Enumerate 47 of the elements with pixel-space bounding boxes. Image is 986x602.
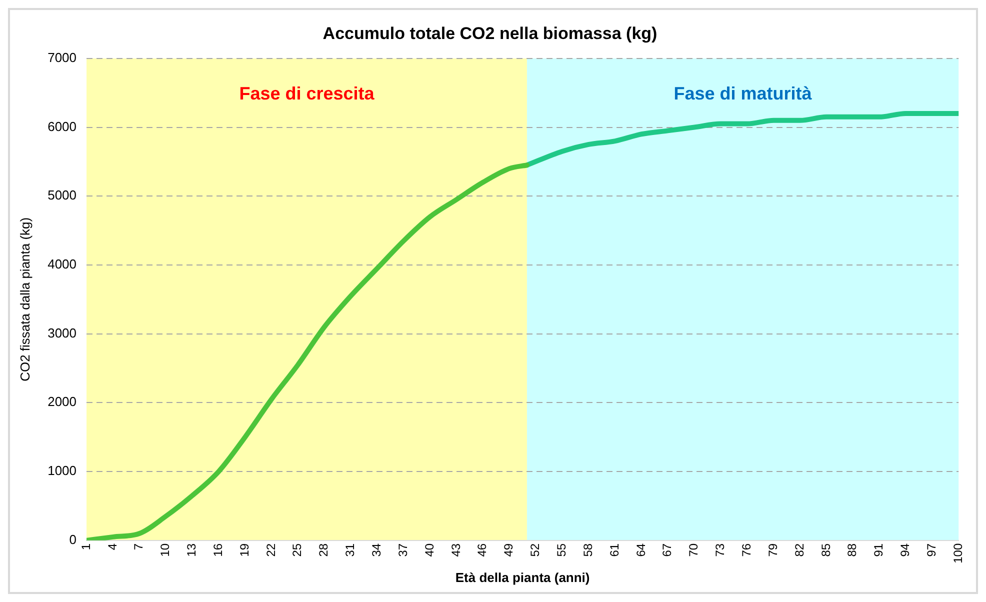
x-tick-label: 67 [660,543,674,557]
band-label: Fase di maturità [674,83,813,104]
x-tick-label: 82 [792,543,806,557]
y-tick-label: 0 [69,532,77,547]
x-tick-label: 76 [740,543,754,557]
x-tick-label: 73 [713,543,728,557]
x-tick-label: 97 [924,543,938,557]
x-tick-label: 100 [950,543,965,564]
x-tick-label: 4 [105,543,120,550]
x-tick-label: 1 [78,543,93,550]
x-tick-label: 79 [766,543,780,557]
x-tick-label: 34 [370,543,384,557]
x-tick-label: 28 [316,543,331,557]
x-tick-label: 22 [264,543,278,557]
y-tick-label: 4000 [48,256,77,272]
x-tick-label: 43 [448,543,463,557]
x-tick-label: 52 [528,543,542,557]
x-tick-label: 46 [475,543,490,557]
x-tick-label: 31 [343,543,358,557]
x-tick-label: 70 [686,543,701,557]
x-axis-title: Età della pianta (anni) [455,570,590,585]
y-tick-label: 3000 [48,325,77,340]
y-tick-label: 2000 [48,394,77,410]
x-tick-label: 16 [210,543,225,557]
y-tick-label: 1000 [48,463,77,478]
x-tick-label: 37 [396,543,410,557]
y-tick-label: 6000 [48,118,77,134]
x-tick-label: 64 [634,543,648,557]
x-tick-label: 13 [184,543,199,557]
x-tick-label: 25 [290,543,304,557]
y-tick-label: 5000 [48,188,77,203]
x-tick-label: 58 [580,543,595,557]
x-tick-label: 19 [237,543,252,557]
x-tick-label: 40 [422,543,436,557]
x-tick-label: 49 [502,543,516,557]
x-tick-label: 88 [845,543,860,557]
y-tick-label: 7000 [48,50,77,65]
x-tick-label: 55 [554,543,569,557]
y-axis-title: CO2 fissata dalla pianta (kg) [17,217,32,382]
x-tick-label: 61 [607,543,622,557]
x-tick-label: 85 [818,543,833,557]
chart-title: Accumulo totale CO2 nella biomassa (kg) [322,24,658,43]
x-tick-label: 91 [872,543,886,557]
x-tick-label: 94 [898,543,912,557]
band-label: Fase di crescita [239,83,376,104]
x-tick-label: 7 [132,543,146,550]
x-tick-label: 10 [158,543,172,557]
